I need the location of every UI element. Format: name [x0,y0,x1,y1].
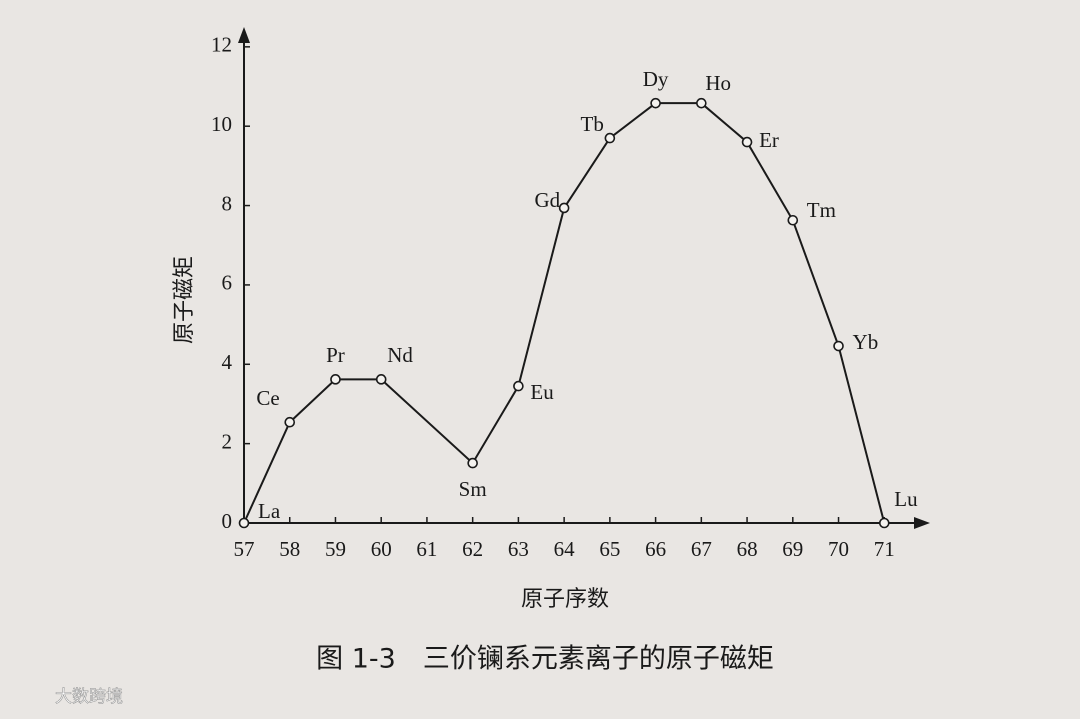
point [330,374,341,385]
x-tick-label: 68 [737,537,758,561]
x-axis-arrow [914,517,930,529]
point-label: Sm [459,477,487,501]
point [284,416,296,428]
point-label: Pr [326,343,345,367]
point [741,136,753,148]
watermark: 大数跨境 [55,687,123,707]
x-tick-label: 65 [599,537,620,561]
x-tick-label: 60 [371,537,392,561]
x-tick-label: 71 [874,537,895,561]
y-tick-label: 4 [222,350,233,374]
point-label: Ho [705,71,731,95]
x-axis-label: 原子序数 [521,587,609,612]
point-label: Tm [807,198,836,222]
line [243,102,886,524]
caption: 图 1-3 三价镧系元素离子的原子磁矩 [316,644,774,675]
x-tick-label: 67 [691,537,712,561]
point [375,374,387,385]
x-tick-label: 66 [645,537,666,561]
point-label: Nd [387,343,413,367]
point [878,517,890,529]
y-tick-label: 6 [222,271,233,295]
x-tick-label: 62 [462,537,483,561]
x-tick-label: 70 [828,537,849,561]
point [833,340,844,352]
point [604,132,616,144]
y-tick-label: 8 [222,191,233,215]
x-tick-label: 63 [508,537,529,561]
point-label: Ce [256,386,279,410]
point-label: Gd [534,188,560,212]
x-tick-label: 58 [279,537,300,561]
point-label: Er [759,128,779,152]
point [650,97,661,109]
point [467,457,478,469]
x-tick-label: 59 [325,537,346,561]
point-label: La [258,499,281,523]
x-tick-label: 64 [554,537,576,561]
point [513,380,524,392]
point-label: Eu [530,380,554,404]
point [558,202,570,214]
y-axis-label: 原子磁矩 [172,256,197,344]
x-tick-label: 61 [416,537,437,561]
y-tick-label: 10 [211,112,232,136]
point-label: Lu [894,487,918,511]
point-label: Tb [581,112,604,136]
y-tick-label: 12 [211,33,232,57]
x-tick-label: 69 [782,537,803,561]
point [696,97,707,109]
point-label: Dy [643,67,669,91]
point [787,214,799,226]
y-tick-label: 2 [222,429,233,453]
point-label: Yb [853,330,879,354]
point [238,517,250,529]
y-axis-arrow [238,27,250,43]
x-tick-label: 57 [234,537,255,561]
y-tick-label: 0 [222,509,233,533]
